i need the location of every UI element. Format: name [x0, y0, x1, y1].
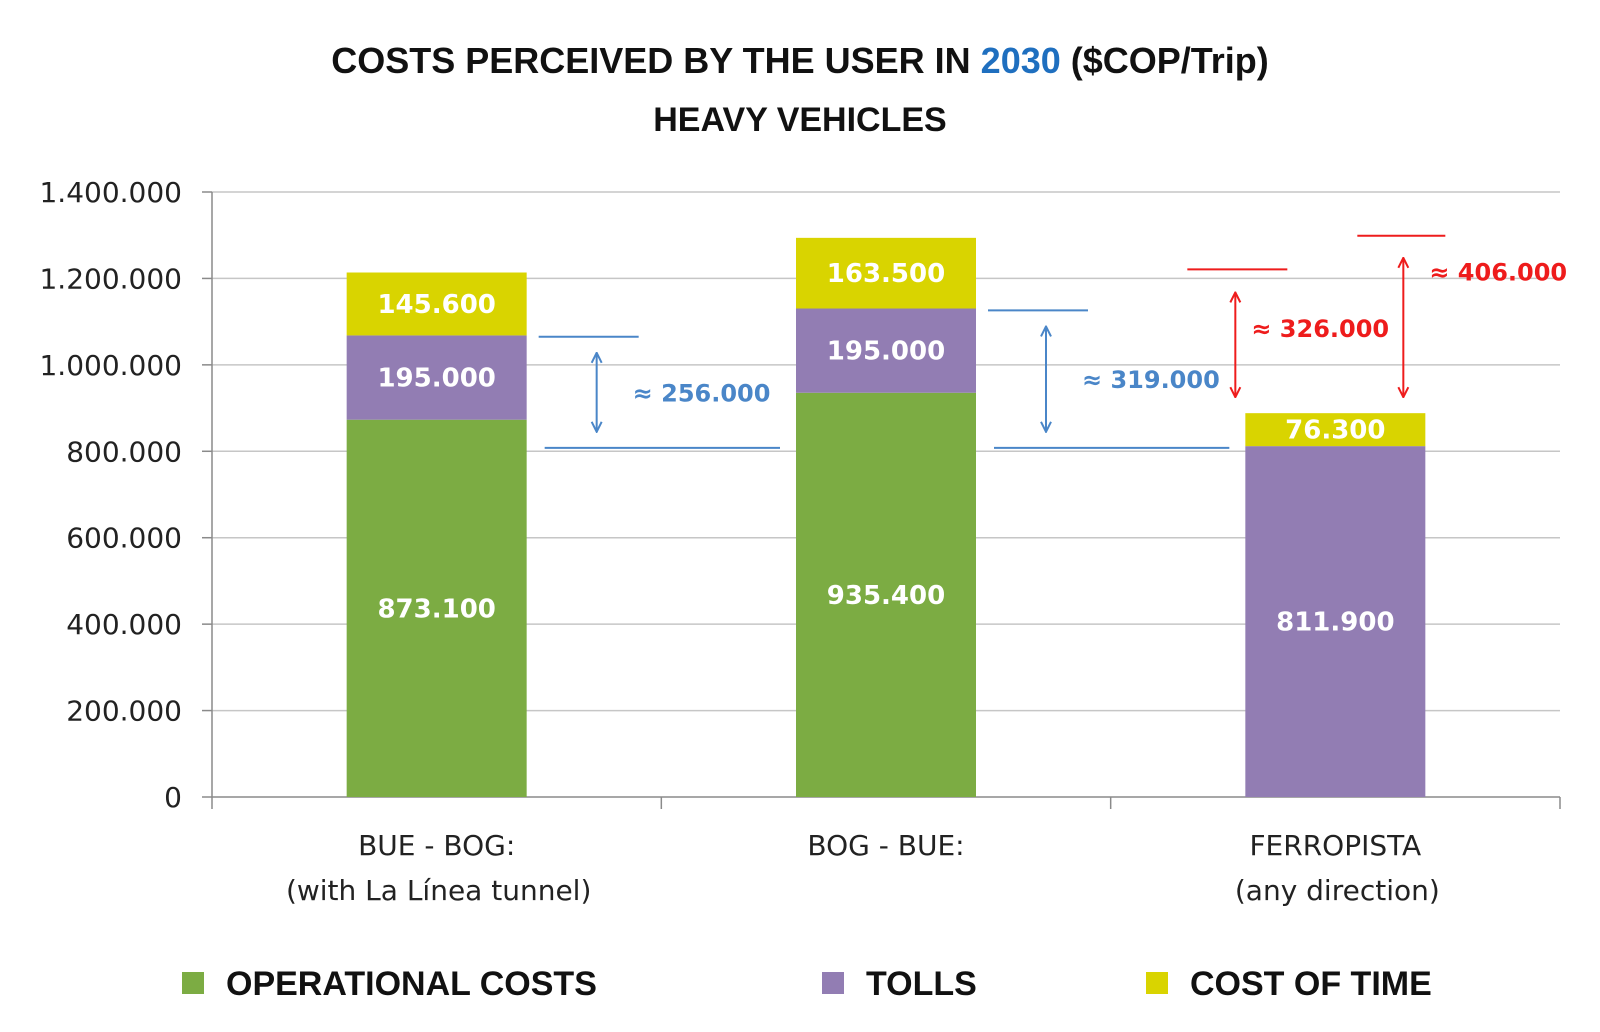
y-tick-label: 200.000	[66, 695, 182, 728]
legend-swatch	[182, 972, 204, 994]
chart-title-part: ($COP/Trip)	[1061, 40, 1269, 81]
legend: OPERATIONAL COSTS TOLLS COST OF TIME	[182, 965, 1432, 1003]
y-axis-tick-labels: 0 200.000 400.000 600.000 800.000 1.000.000 1.…	[39, 176, 182, 814]
chart-title: COSTS PERCEIVED BY THE USER IN 2030 ($CO…	[331, 40, 1269, 81]
bar-segment	[796, 237, 976, 309]
chart-title-part: COSTS PERCEIVED BY THE USER IN	[331, 40, 980, 81]
bar-value-label: 811.900	[1276, 608, 1394, 638]
legend-label: TOLLS	[866, 965, 977, 1003]
difference-annotations: ≈ 256.000 ≈ 319.000 ≈ 326.000 ≈ 406.000	[538, 234, 1567, 449]
bars: 873.100 195.000 145.600 935.400 195.000 163.5…	[346, 237, 1426, 797]
bar-value-label: 195.000	[377, 364, 495, 394]
category-label: (with La Línea tunnel)	[286, 874, 591, 907]
y-tick-label: 600.000	[66, 522, 182, 555]
bar-value-label: 195.000	[827, 337, 945, 367]
bar-segment	[346, 335, 527, 420]
y-tick-label: 1.200.000	[39, 262, 182, 295]
category-label: (any direction)	[1235, 874, 1440, 907]
bar-segment	[1245, 413, 1426, 447]
legend-label: COST OF TIME	[1190, 965, 1432, 1003]
difference-label: ≈ 326.000	[1251, 315, 1389, 343]
category-label: BUE - BOG:	[358, 829, 515, 862]
chart-title-part: 2030	[981, 40, 1061, 81]
y-tick-label: 0	[164, 781, 182, 814]
bar-value-label: 873.100	[377, 594, 495, 624]
category-label: BOG - BUE:	[807, 829, 964, 862]
bar-segment	[346, 419, 527, 797]
difference-label: ≈ 319.000	[1082, 366, 1220, 394]
y-tick-label: 1.000.000	[39, 349, 182, 382]
y-tick-label: 400.000	[66, 608, 182, 641]
chart-subtitle: HEAVY VEHICLES	[653, 101, 946, 139]
bar-value-label: 145.600	[377, 290, 495, 320]
bar-segment	[796, 308, 976, 393]
difference-label: ≈ 406.000	[1429, 258, 1567, 286]
bar-value-label: 76.300	[1285, 416, 1385, 446]
difference-label: ≈ 256.000	[633, 379, 771, 407]
y-tick-label: 1.400.000	[39, 176, 182, 209]
x-axis-category-labels: BUE - BOG: (with La Línea tunnel) BOG - BU…	[286, 829, 1440, 907]
bar-value-label: 935.400	[827, 581, 945, 611]
bar-value-label: 163.500	[827, 259, 945, 289]
bar-segment	[796, 392, 976, 797]
category-label: FERROPISTA	[1249, 829, 1421, 862]
bar-segment	[1245, 446, 1426, 797]
legend-label: OPERATIONAL COSTS	[226, 965, 597, 1003]
y-tick-label: 800.000	[66, 435, 182, 468]
legend-swatch	[822, 972, 844, 994]
bar-segment	[346, 272, 527, 336]
legend-swatch	[1146, 972, 1168, 994]
